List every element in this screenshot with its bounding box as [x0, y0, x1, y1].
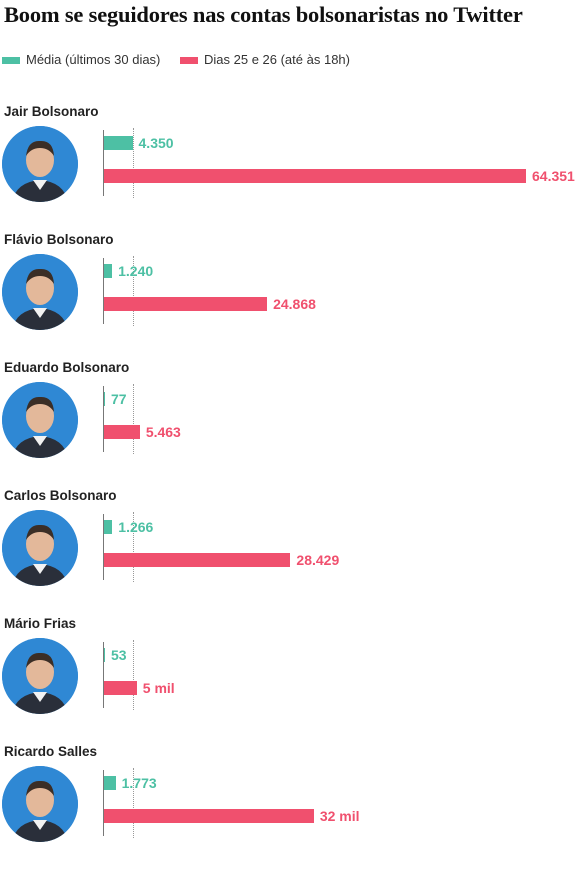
media-bar	[104, 520, 113, 534]
dias-bar	[104, 553, 291, 567]
person-name: Flávio Bolsonaro	[4, 232, 114, 247]
media-value-label: 77	[111, 391, 127, 407]
person-name: Mário Frias	[4, 616, 77, 631]
dias-value-label: 5.463	[145, 424, 181, 440]
person-row: Mário Frias 53 5 mil	[0, 616, 585, 744]
dias-bar	[104, 297, 268, 311]
legend-label-media: Média (últimos 30 dias)	[26, 52, 161, 67]
dias-value-label: 32 mil	[319, 808, 360, 824]
person-photo-icon	[2, 510, 78, 586]
media-value-label: 4.350	[138, 135, 174, 151]
baseline-axis	[103, 386, 104, 452]
media-value-label: 53	[111, 647, 127, 663]
dias-value-label: 28.429	[296, 552, 340, 568]
legend-swatch-dias	[180, 57, 198, 64]
dias-value-label: 5 mil	[142, 680, 175, 696]
person-photo-icon	[2, 254, 78, 330]
baseline-axis	[103, 642, 104, 708]
legend-label-dias: Dias 25 e 26 (até às 18h)	[204, 52, 350, 67]
person-row: Flávio Bolsonaro 1.240 24.868	[0, 232, 585, 360]
person-row: Jair Bolsonaro 4.350 64.351	[0, 104, 585, 232]
media-bar	[104, 776, 116, 790]
baseline-axis	[103, 514, 104, 580]
reference-line	[132, 768, 134, 838]
person-row: Eduardo Bolsonaro 77 5.463	[0, 360, 585, 488]
dias-value-label: 64.351	[532, 168, 575, 184]
media-bar	[104, 136, 133, 150]
person-row: Carlos Bolsonaro 1.266 28.429	[0, 488, 585, 616]
person-name: Eduardo Bolsonaro	[4, 360, 130, 375]
legend-swatch-media	[2, 57, 20, 64]
media-value-label: 1.266	[118, 519, 154, 535]
person-name: Ricardo Salles	[4, 744, 98, 759]
person-photo-icon	[2, 382, 78, 458]
dias-bar	[104, 681, 137, 695]
media-bar	[104, 392, 105, 406]
baseline-axis	[103, 130, 104, 196]
reference-line	[132, 640, 134, 710]
dias-bar	[104, 809, 314, 823]
media-value-label: 1.773	[121, 775, 157, 791]
person-name: Carlos Bolsonaro	[4, 488, 117, 503]
chart-title: Boom se seguidores nas contas bolsonaris…	[4, 2, 523, 27]
reference-line	[132, 512, 134, 582]
dias-bar	[104, 425, 140, 439]
person-row: Ricardo Salles 1.773 32 mil	[0, 744, 585, 872]
media-bar	[104, 648, 105, 662]
reference-line	[132, 384, 134, 454]
person-name: Jair Bolsonaro	[4, 104, 99, 119]
reference-line	[132, 256, 134, 326]
media-value-label: 1.240	[118, 263, 154, 279]
person-photo-icon	[2, 638, 78, 714]
dias-value-label: 24.868	[273, 296, 316, 312]
media-bar	[104, 264, 113, 278]
dias-bar	[104, 169, 526, 183]
baseline-axis	[103, 258, 104, 324]
baseline-axis	[103, 770, 104, 836]
person-photo-icon	[2, 766, 78, 842]
reference-line	[132, 128, 134, 198]
person-photo-icon	[2, 126, 78, 202]
